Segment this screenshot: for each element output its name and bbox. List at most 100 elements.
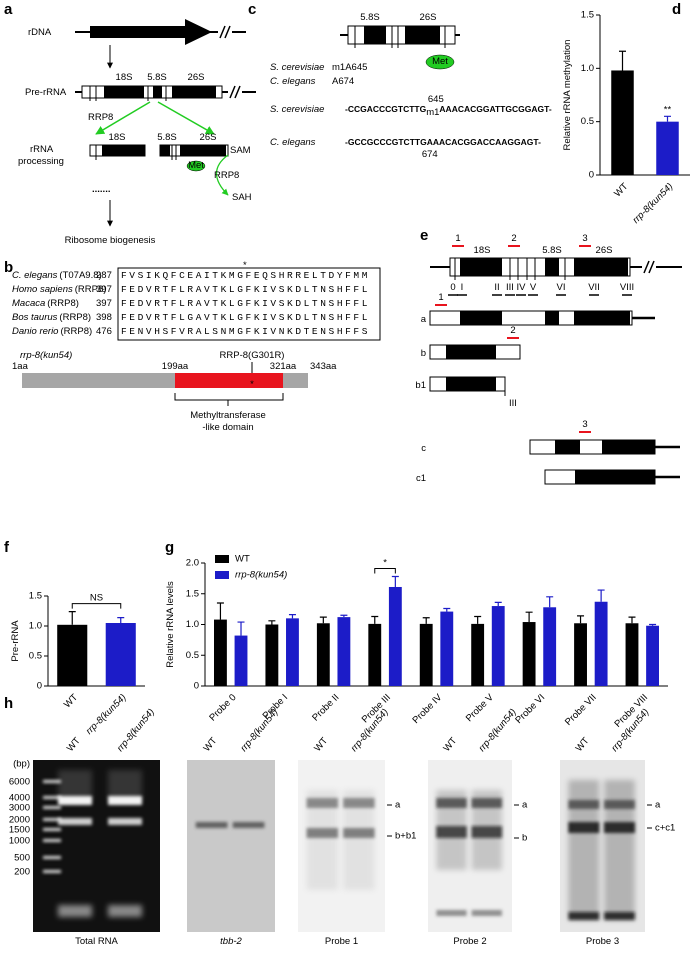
gel-band	[568, 780, 600, 920]
lane-label: WT	[202, 735, 220, 754]
enzyme-label: RRP8	[88, 112, 113, 123]
fragment-label: b1	[415, 380, 426, 391]
gel-band	[43, 828, 61, 831]
position-label: 674	[422, 149, 438, 160]
probe-label: 0	[450, 282, 455, 293]
segment-label: 5.8S	[542, 245, 562, 256]
gel-band	[58, 905, 92, 917]
y-axis-label: Relative rRNA methylation	[562, 40, 573, 151]
rrna-region	[446, 377, 496, 391]
y-tick-label: 1.0	[581, 63, 594, 74]
gene-name: (RRP8)	[75, 284, 107, 295]
break-mark	[219, 25, 231, 39]
error-bar	[268, 620, 276, 625]
rrna-region	[153, 86, 162, 98]
gene-name: (RRP8)	[59, 312, 91, 323]
rrna-region	[460, 311, 502, 325]
rdna-label: rDNA	[28, 27, 52, 38]
species-name: C. elegans	[12, 270, 58, 281]
error-bar	[68, 611, 76, 625]
step-label: processing	[18, 156, 64, 167]
y-tick-label: 1.5	[581, 10, 594, 21]
gel-band	[58, 818, 92, 825]
rrna-region	[172, 86, 216, 98]
y-tick-label: 0	[37, 681, 42, 692]
ladder-label: 3000	[9, 803, 30, 814]
sequence: FEDVRTFLRAVTKLGFKIVSKDLTNSHFFL	[121, 298, 370, 309]
met-label: Met	[188, 160, 204, 171]
x-tick-label: Probe II	[310, 692, 341, 723]
gel-caption: Probe 2	[453, 936, 486, 947]
rrna-region	[102, 145, 145, 156]
ladder-label: 4000	[9, 793, 30, 804]
break-mark	[229, 85, 241, 99]
error-bar	[525, 611, 533, 623]
bar	[105, 623, 136, 686]
probe-marker: 1	[438, 292, 443, 303]
bar	[214, 619, 227, 686]
error-bar	[340, 614, 348, 618]
start-position: 398	[96, 312, 112, 323]
rrna-region	[574, 258, 628, 276]
band-label: c+c1	[655, 823, 675, 834]
gel-band	[306, 790, 339, 890]
panel-label: c	[248, 1, 256, 18]
bar	[440, 611, 454, 686]
bar	[574, 623, 587, 686]
cycle-arrow	[215, 154, 229, 196]
panel-label: b	[4, 259, 13, 276]
x-tick-label: Probe VI	[513, 692, 547, 726]
bar	[594, 601, 608, 686]
position-label: 645	[428, 94, 444, 105]
bar	[625, 623, 639, 686]
star: *	[243, 260, 247, 271]
x-tick-label: WT	[62, 692, 80, 710]
rrna-region	[574, 311, 630, 325]
gene-name: (RRP8)	[60, 326, 92, 337]
legend-label: WT	[235, 554, 250, 565]
position-label: 343aa	[310, 361, 337, 372]
sequence: FVSIKQFCEAITKMGFEQSHRRELTDYFMM	[121, 270, 370, 281]
gel-band	[58, 770, 92, 800]
lane-label: rrp-8(kun54)	[115, 707, 157, 754]
pre-rrna-label: Pre-rRNA	[25, 87, 67, 98]
band-label: b+b1	[395, 831, 416, 842]
dots: .......	[92, 184, 110, 195]
ladder-label: 200	[14, 867, 30, 878]
sequence: FEDVRTFLGAVTKLGFKIVSKDLTNSHFFL	[121, 312, 370, 323]
gel-band	[108, 796, 142, 805]
rrna-region	[555, 440, 580, 454]
fragment-label: c1	[416, 473, 426, 484]
band-label: a	[655, 800, 661, 811]
site-label: A674	[332, 76, 354, 87]
lane-label: WT	[65, 735, 83, 754]
species-name: Homo sapiens	[12, 284, 73, 295]
unit-label: (bp)	[13, 759, 30, 770]
gel-caption: tbb-2	[220, 936, 242, 947]
error-bar	[117, 617, 125, 623]
probe-marker: 2	[511, 233, 516, 244]
rrna-region	[460, 258, 502, 276]
met-mark	[186, 160, 206, 172]
sequence: -GCCGCCCGTCTTG	[345, 137, 427, 147]
sequence: FEDVRTFLRAVTKLGFKIVSKDLTNSHFFL	[121, 284, 370, 295]
error-bar	[216, 602, 224, 620]
segment-label: 5.8S	[157, 132, 177, 143]
enzyme-label: RRP8	[214, 170, 239, 181]
error-bar	[371, 615, 379, 624]
lane-label: WT	[312, 735, 330, 754]
species-label: Homo sapiens (RRP8)	[12, 284, 106, 295]
segment-label: 5.8S	[360, 12, 380, 23]
bar	[611, 70, 634, 175]
segment-label: 26S	[596, 245, 613, 256]
star: *	[250, 379, 254, 390]
error-bar	[649, 623, 657, 626]
sah-label: SAH	[232, 192, 252, 203]
sequence: FENVHSFVRALSNMGFKIVNKDTENSHFFS	[121, 326, 370, 337]
bar	[337, 617, 351, 686]
position-label: 1aa	[12, 361, 29, 372]
rrna-region	[575, 470, 655, 484]
bar	[286, 618, 299, 686]
segment-label: 18S	[109, 132, 126, 143]
probe-label: IV	[517, 282, 527, 293]
